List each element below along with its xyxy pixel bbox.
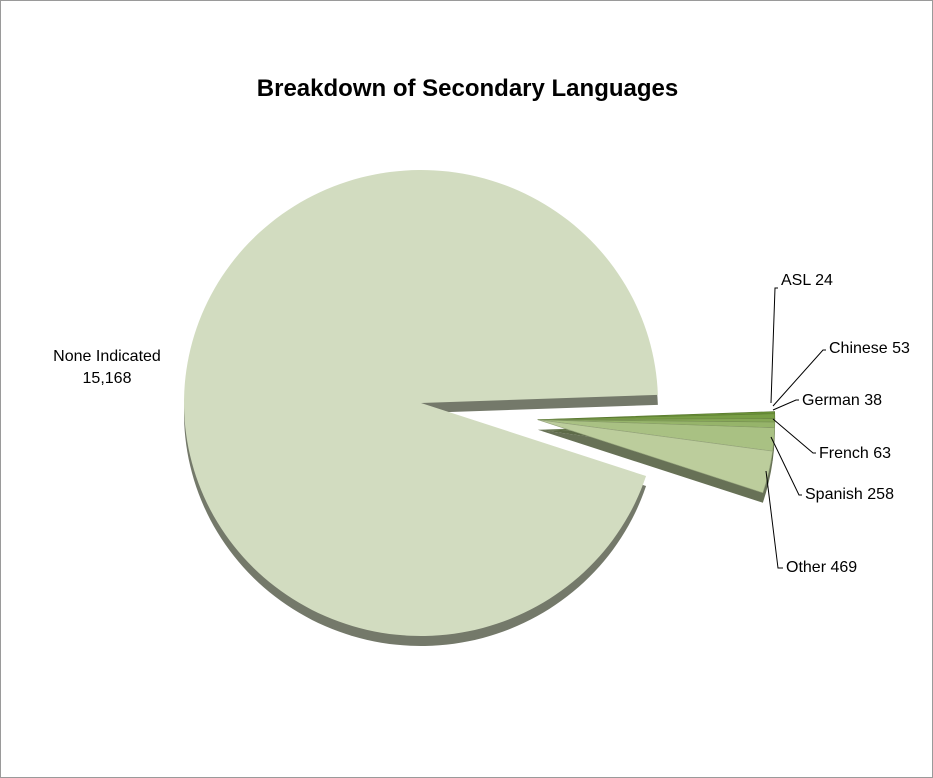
slice-other-depth [537,429,773,503]
data-label-french: French 63 [819,445,891,462]
leader-line-chinese [772,349,826,407]
data-label-other: Other 469 [786,559,857,576]
data-label-chinese: Chinese 53 [829,340,910,357]
data-label-german: German 38 [802,392,882,409]
data-value-none-indicated: 15,168 [83,370,132,387]
slice-other [537,419,773,494]
leader-line-french [772,418,816,454]
leader-line-spanish [770,436,802,496]
slice-none-indicated [184,169,658,636]
data-label-asl: ASL 24 [781,272,833,289]
data-label-spanish: Spanish 258 [805,486,894,503]
chart-title: Breakdown of Secondary Languages [256,75,679,102]
leader-line-german [772,399,799,411]
data-label-none-indicated: None Indicated [53,348,161,365]
leader-line-other [765,470,783,569]
leader-line-asl [770,287,778,404]
